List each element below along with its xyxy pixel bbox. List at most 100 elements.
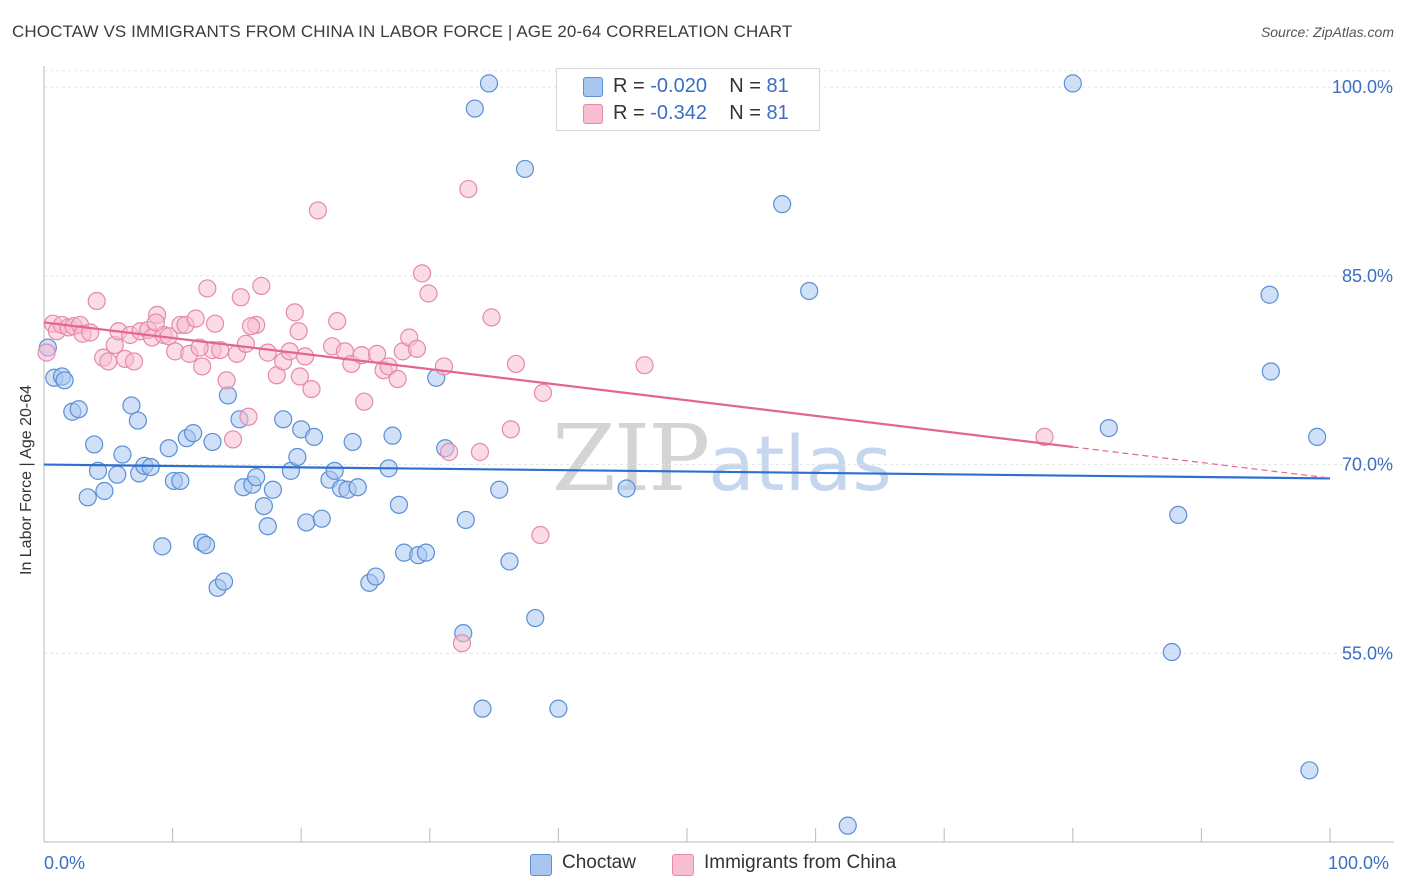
bottom-legend-label-china: Immigrants from China — [704, 852, 897, 873]
china-point — [290, 367, 310, 386]
legend-r-label: R = — [613, 75, 645, 97]
legend-swatch-choctaw — [583, 77, 603, 97]
choctaw-point — [1260, 285, 1279, 304]
china-point — [1035, 427, 1054, 447]
china-point — [419, 284, 438, 303]
choctaw-point — [515, 159, 535, 179]
legend-r-label: R = — [613, 102, 645, 124]
choctaw-point — [1261, 362, 1280, 381]
china-point — [501, 420, 520, 439]
china-point — [205, 314, 225, 333]
y-tick-label: 70.0% — [1342, 455, 1393, 475]
choctaw-point — [153, 537, 172, 556]
choctaw-point — [348, 478, 367, 497]
choctaw-point — [383, 426, 402, 445]
source-credit: Source: ZipAtlas.com — [1260, 24, 1394, 40]
china-point — [37, 343, 56, 362]
choctaw-point — [274, 410, 293, 429]
china-point — [388, 369, 407, 389]
choctaw-point — [325, 461, 344, 480]
choctaw-point — [159, 439, 178, 458]
choctaw-point — [1308, 427, 1327, 447]
china-point — [252, 276, 271, 296]
choctaw-point — [247, 468, 266, 487]
choctaw-point — [184, 424, 203, 443]
china-point — [452, 634, 472, 653]
china-point — [146, 313, 165, 332]
china-point — [328, 312, 347, 331]
chart-title: CHOCTAW VS IMMIGRANTS FROM CHINA IN LABO… — [12, 22, 793, 41]
legend-r-value: -0.020 — [650, 75, 707, 97]
choctaw-point — [465, 99, 484, 118]
legend-text-china: R = -0.342 N = 81 — [613, 102, 789, 125]
china-point — [217, 371, 236, 390]
choctaw-point — [838, 816, 857, 835]
china-point — [439, 442, 459, 462]
choctaw-point — [214, 572, 234, 591]
china-point — [99, 352, 118, 371]
legend-n-label: N = — [729, 75, 761, 97]
choctaw-point — [122, 396, 141, 415]
choctaw-point — [479, 74, 499, 93]
china-point — [531, 525, 550, 545]
choctaw-point — [258, 517, 277, 536]
bottom-legend-swatch-choctaw — [530, 854, 552, 876]
legend-swatch-china — [583, 104, 603, 124]
choctaw-point — [343, 432, 362, 452]
choctaw-point — [473, 699, 492, 718]
choctaw-point — [85, 435, 104, 454]
china-point — [412, 264, 432, 283]
china-point — [223, 430, 243, 449]
choctaw-point — [1169, 505, 1188, 525]
legend-n-value: 81 — [766, 102, 789, 124]
china-point — [533, 383, 553, 402]
china-trend-line — [43, 321, 1073, 449]
choctaw-point — [263, 480, 283, 499]
china-point — [285, 303, 304, 322]
choctaw-point — [1099, 418, 1118, 438]
choctaw-point — [203, 432, 222, 452]
china-point — [190, 338, 209, 357]
x-tick-label-min: 0.0% — [44, 853, 86, 873]
legend-text-choctaw: R = -0.020 N = 81 — [613, 75, 789, 98]
choctaw-point — [366, 567, 385, 586]
choctaw-point — [297, 513, 316, 532]
choctaw-point — [456, 510, 475, 530]
china-point — [407, 339, 427, 358]
china-point — [470, 442, 490, 462]
china-point — [308, 201, 328, 220]
bottom-legend-label-choctaw: Choctaw — [562, 852, 636, 873]
stats-legend: R = -0.020 N = 81 R = -0.342 N = 81 — [556, 68, 820, 131]
choctaw-point — [288, 447, 307, 467]
choctaw-point — [304, 427, 324, 447]
china-trend-extension — [1072, 446, 1331, 479]
choctaw-point — [113, 445, 132, 464]
choctaw-trend-line — [43, 463, 1331, 480]
china-point — [258, 343, 277, 362]
choctaw-point — [171, 471, 190, 491]
china-point — [302, 379, 321, 399]
choctaw-point — [526, 608, 545, 628]
choctaw-point — [196, 535, 216, 555]
choctaw-point — [78, 488, 97, 507]
choctaw-point — [1300, 761, 1319, 780]
choctaw-point — [800, 281, 819, 301]
choctaw-point — [128, 411, 147, 430]
china-point — [193, 357, 212, 376]
china-point — [186, 309, 205, 328]
choctaw-point — [617, 479, 636, 498]
china-point — [198, 279, 217, 298]
x-tick-label-max: 100.0% — [1328, 853, 1390, 873]
choctaw-point — [141, 457, 160, 477]
choctaw-point — [1063, 74, 1082, 93]
choctaw-point — [1162, 642, 1181, 662]
choctaw-point — [490, 480, 509, 499]
china-point — [506, 354, 526, 374]
china-point — [231, 288, 250, 307]
choctaw-point — [55, 371, 74, 390]
choctaw-point — [69, 400, 88, 419]
y-tick-label: 100.0% — [1332, 77, 1393, 97]
choctaw-point — [218, 386, 237, 405]
china-point — [236, 334, 256, 353]
